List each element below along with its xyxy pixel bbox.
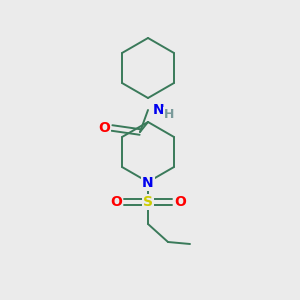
- Text: O: O: [98, 121, 110, 135]
- Text: S: S: [143, 195, 153, 209]
- Text: N: N: [142, 176, 154, 190]
- Text: O: O: [174, 195, 186, 209]
- Text: O: O: [110, 195, 122, 209]
- Text: H: H: [164, 107, 174, 121]
- Text: N: N: [153, 103, 165, 117]
